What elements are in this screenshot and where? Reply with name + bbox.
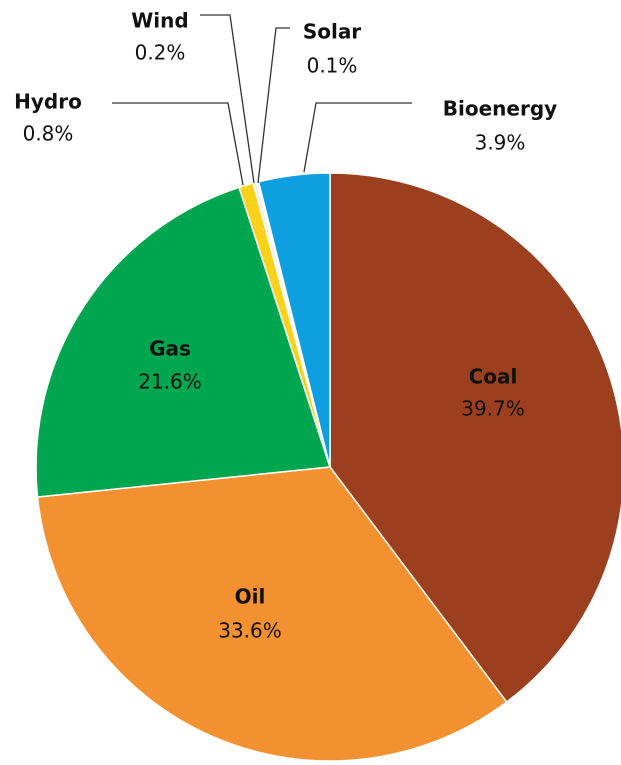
leader-line (200, 14, 255, 184)
slice-value: 0.2% (135, 41, 186, 65)
pie-slice (36, 466, 508, 762)
slice-name: Bioenergy (443, 97, 557, 121)
slice-value: 0.1% (307, 54, 358, 78)
leader-line (303, 102, 412, 173)
leader-line (257, 27, 290, 184)
slice-value: 39.7% (461, 397, 525, 421)
slice-name: Hydro (14, 90, 82, 114)
slice-value: 0.8% (23, 122, 74, 146)
slice-name: Wind (131, 9, 188, 33)
slice-value: 3.9% (475, 131, 526, 155)
slice-value: 33.6% (218, 619, 282, 643)
slice-name: Oil (235, 585, 266, 609)
slice-value: 21.6% (138, 370, 202, 394)
slice-name: Gas (149, 337, 191, 361)
slice-name: Solar (303, 20, 361, 44)
slice-name: Coal (469, 365, 518, 389)
pie-slice (35, 186, 332, 498)
leader-line (112, 102, 244, 186)
pie-slice (329, 172, 621, 704)
